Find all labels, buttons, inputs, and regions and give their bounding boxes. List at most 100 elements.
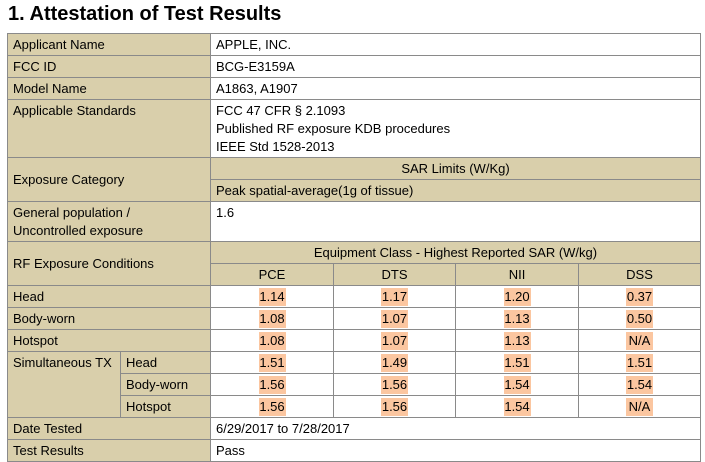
row-value: A1863, A1907 <box>209 77 702 100</box>
sar-cell: 1.07 <box>333 307 456 330</box>
sar-value: N/A <box>626 397 653 416</box>
table-row: Model Name A1863, A1907 <box>7 77 702 100</box>
row-label: Exposure Category <box>7 157 211 202</box>
sar-cell: 1.49 <box>333 351 456 374</box>
row-value: FCC 47 CFR § 2.1093 Published RF exposure… <box>209 99 702 158</box>
table-row: RF Exposure Conditions Equipment Class - … <box>7 241 702 286</box>
sar-cell: 1.51 <box>455 351 579 374</box>
table-row: Applicable Standards FCC 47 CFR § 2.1093 P… <box>7 99 702 158</box>
sar-cell: 1.20 <box>455 285 579 308</box>
sar-cell: 1.08 <box>210 329 334 352</box>
row-label: Applicant Name <box>7 33 211 56</box>
row-label: Test Results <box>7 439 211 462</box>
section-subheader: Peak spatial-average(1g of tissue) <box>209 179 702 202</box>
column-header: PCE <box>210 263 334 286</box>
sar-value: 1.56 <box>381 397 408 416</box>
sar-cell: 0.50 <box>577 307 702 330</box>
sar-cell: 1.54 <box>455 395 579 418</box>
sar-value: N/A <box>626 331 653 350</box>
sar-value: 1.56 <box>381 375 408 394</box>
table-row: Exposure Category SAR Limits (W/Kg) <box>7 157 702 202</box>
section-header: SAR Limits (W/Kg) <box>209 157 702 180</box>
sar-value: 1.14 <box>258 287 286 306</box>
row-label: Head <box>7 285 211 308</box>
standard-line: IEEE Std 1528-2013 <box>216 139 335 154</box>
row-label: FCC ID <box>7 55 211 78</box>
table-row: PCE DTS NII DSS <box>8 263 702 286</box>
group-label: Simultaneous TX <box>7 351 121 418</box>
sar-cell: 1.56 <box>333 373 456 396</box>
table-row: FCC ID BCG-E3159A <box>7 55 702 78</box>
row-label: RF Exposure Conditions <box>7 241 211 286</box>
sar-value: 0.37 <box>626 287 653 306</box>
row-label: General population / Uncontrolled exposur… <box>7 201 211 242</box>
sar-cell: 1.14 <box>210 285 334 308</box>
table-row: Simultaneous TX Head 1.51 1.49 1.51 1.51 <box>7 351 702 418</box>
sar-value: 1.51 <box>503 353 531 372</box>
table-row: Applicant Name APPLE, INC. <box>7 33 702 56</box>
sar-value: 1.08 <box>258 309 286 328</box>
column-header: DSS <box>577 263 702 286</box>
table-row: Date Tested 6/29/2017 to 7/28/2017 <box>7 417 702 440</box>
sar-value: 1.56 <box>258 375 286 394</box>
sar-cell: 1.56 <box>210 395 334 418</box>
label-line: General population / <box>13 205 131 220</box>
sar-cell: 1.51 <box>577 351 702 374</box>
sar-cell: 1.08 <box>210 307 334 330</box>
table-row: Body-worn 1.08 1.07 1.13 0.50 <box>7 307 702 330</box>
row-value: BCG-E3159A <box>209 55 702 78</box>
row-label: Body-worn <box>7 307 211 330</box>
sar-cell: 1.54 <box>577 373 702 396</box>
sar-value: 1.56 <box>258 397 286 416</box>
sar-value: 1.54 <box>503 375 531 394</box>
table-row: Hotspot 1.08 1.07 1.13 N/A <box>7 329 702 352</box>
row-value: 1.6 <box>209 201 702 242</box>
row-value: Pass <box>209 439 702 462</box>
section-header: Equipment Class - Highest Reported SAR (… <box>209 241 702 264</box>
sar-value: 1.20 <box>503 287 531 306</box>
sar-value: 1.07 <box>381 309 408 328</box>
column-header: NII <box>455 263 579 286</box>
sar-cell: 1.54 <box>455 373 579 396</box>
row-label: Hotspot <box>120 395 211 418</box>
sar-cell: 1.56 <box>333 395 456 418</box>
standard-line: FCC 47 CFR § 2.1093 <box>216 103 346 118</box>
sar-value: 1.54 <box>626 375 653 394</box>
sar-cell: 1.17 <box>333 285 456 308</box>
title: 1. Attestation of Test Results <box>8 3 282 25</box>
sar-value: 1.17 <box>381 287 408 306</box>
row-label: Head <box>120 351 211 374</box>
sar-value: 1.51 <box>626 353 653 372</box>
row-label: Body-worn <box>120 373 211 396</box>
row-label: Hotspot <box>7 329 211 352</box>
sar-cell: 1.07 <box>333 329 456 352</box>
sar-value: 1.54 <box>503 397 531 416</box>
table-row: Hotspot 1.56 1.56 1.54 N/A <box>8 395 702 418</box>
sar-value: 1.13 <box>503 309 531 328</box>
sar-value: 1.08 <box>258 331 286 350</box>
column-header: DTS <box>333 263 456 286</box>
sar-cell: N/A <box>577 329 702 352</box>
sar-cell: 1.56 <box>210 373 334 396</box>
table-row: Peak spatial-average(1g of tissue) <box>8 179 702 202</box>
sar-value: 1.13 <box>503 331 531 350</box>
sar-cell: 1.13 <box>455 307 579 330</box>
row-value: APPLE, INC. <box>209 33 702 56</box>
standard-line: Published RF exposure KDB procedures <box>216 121 451 136</box>
sar-cell: 1.13 <box>455 329 579 352</box>
sar-cell: N/A <box>577 395 702 418</box>
sar-value: 1.07 <box>381 331 408 350</box>
label-line: Uncontrolled exposure <box>13 223 144 238</box>
table-row: General population / Uncontrolled exposur… <box>7 201 702 242</box>
table-row: Head 1.14 1.17 1.20 0.37 <box>7 285 702 308</box>
page: 1. Attestation of Test Results Applicant… <box>7 3 702 462</box>
sar-cell: 1.51 <box>210 351 334 374</box>
sar-value: 1.49 <box>381 353 408 372</box>
row-label: Date Tested <box>7 417 211 440</box>
sar-value: 1.51 <box>258 353 286 372</box>
sar-value: 0.50 <box>626 309 653 328</box>
table-row: Test Results Pass <box>7 439 702 462</box>
table-body: Applicant Name APPLE, INC. FCC ID BCG-E3159… <box>7 33 702 462</box>
results-table: Applicant Name APPLE, INC. FCC ID BCG-E3159… <box>7 33 702 462</box>
sar-cell: 0.37 <box>577 285 702 308</box>
